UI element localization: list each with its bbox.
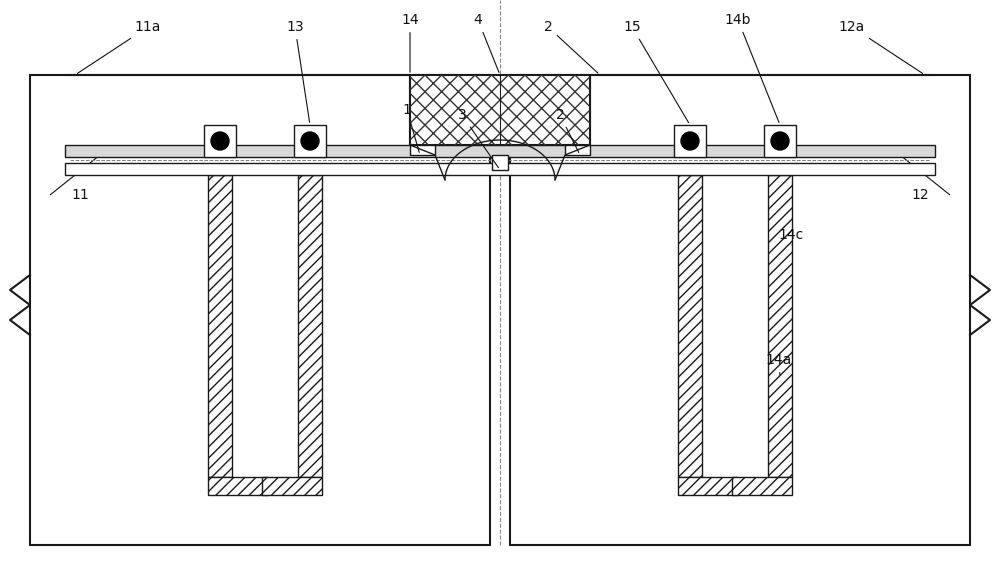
Bar xyxy=(30,75,490,545)
Bar xyxy=(65,145,935,157)
Text: 14b: 14b xyxy=(725,13,779,122)
Text: 3: 3 xyxy=(458,108,498,168)
Bar xyxy=(678,477,738,495)
Text: 12a: 12a xyxy=(839,20,923,74)
Bar xyxy=(410,75,590,145)
Text: 4: 4 xyxy=(474,13,499,72)
Bar xyxy=(208,175,232,477)
Text: 14: 14 xyxy=(401,13,419,72)
Bar xyxy=(410,75,590,145)
Circle shape xyxy=(301,132,319,150)
Bar xyxy=(732,477,792,495)
Bar xyxy=(565,145,590,155)
Text: 12: 12 xyxy=(911,188,929,202)
Bar xyxy=(678,175,702,477)
Bar xyxy=(674,125,706,157)
Bar xyxy=(510,75,970,545)
Bar xyxy=(262,477,322,495)
Bar xyxy=(204,125,236,157)
Bar xyxy=(764,125,796,157)
Bar xyxy=(410,145,435,155)
Circle shape xyxy=(211,132,229,150)
Circle shape xyxy=(681,132,699,150)
Circle shape xyxy=(771,132,789,150)
Text: 2: 2 xyxy=(544,20,598,73)
Text: 14a: 14a xyxy=(765,353,791,375)
Text: 15: 15 xyxy=(623,20,689,122)
Bar xyxy=(298,175,322,477)
Bar xyxy=(208,477,268,495)
Bar xyxy=(65,163,935,175)
Text: 11a: 11a xyxy=(77,20,161,74)
Bar xyxy=(492,155,508,170)
Text: 11: 11 xyxy=(71,188,89,202)
Text: 1: 1 xyxy=(403,103,419,152)
Text: 14c: 14c xyxy=(778,228,803,245)
Text: 2: 2 xyxy=(556,108,579,152)
Bar xyxy=(768,175,792,477)
Bar xyxy=(294,125,326,157)
Text: 13: 13 xyxy=(286,20,310,122)
